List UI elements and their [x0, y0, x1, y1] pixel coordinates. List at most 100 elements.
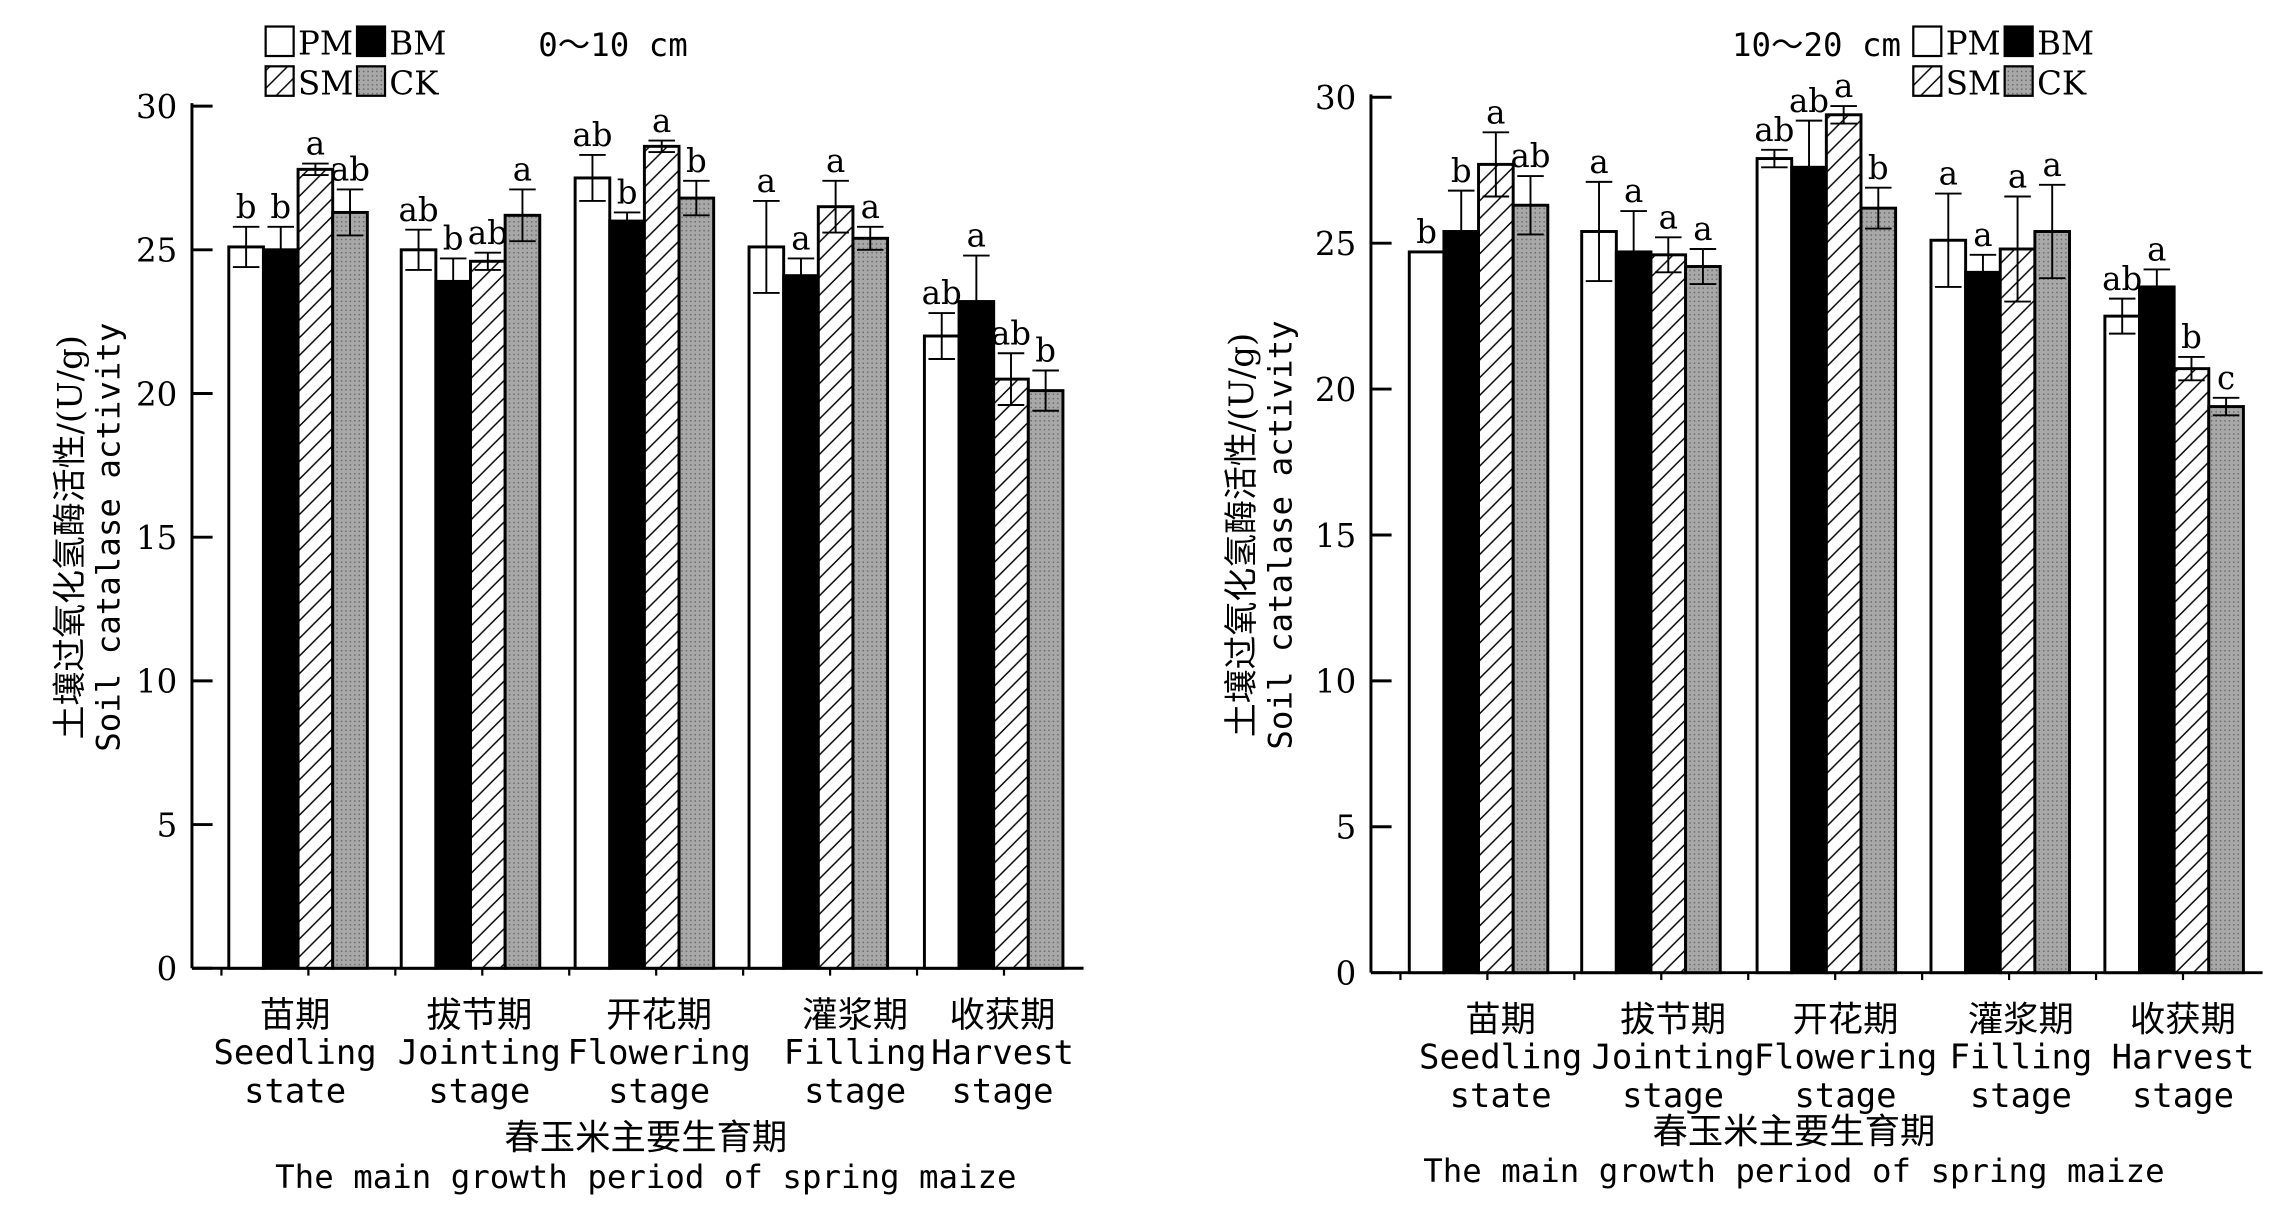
significance-letter: ab — [1789, 82, 1829, 120]
bar-pm — [573, 176, 612, 970]
significance-letter: b — [2181, 318, 2202, 356]
y-tick-label: 30 — [136, 88, 177, 126]
significance-letter: b — [443, 220, 464, 258]
y-tick-label: 30 — [1315, 79, 1356, 117]
category-label-cn: 开花期 — [606, 995, 712, 1036]
category-label-cn: 拔节期 — [426, 995, 532, 1036]
legend-swatch-ck — [2003, 65, 2034, 97]
y-axis-title-en: Soil catalase activity — [90, 323, 128, 752]
bar-pm — [1580, 230, 1618, 975]
significance-letter: ab — [468, 214, 508, 252]
bar-ck — [1859, 206, 1898, 975]
y-tick-label: 15 — [1315, 517, 1356, 555]
legend-swatch-ck — [355, 65, 387, 97]
category-label-en: state — [244, 1071, 346, 1110]
significance-letter: ab — [399, 191, 439, 229]
category-label-en: stage — [1970, 1076, 2072, 1115]
bar-ck — [2207, 405, 2245, 975]
bar-ck — [1026, 389, 1065, 970]
y-axis-title-cn: 土壤过氧化氢酶活性/(U/g) — [1222, 333, 1261, 737]
significance-letter: b — [1035, 332, 1056, 370]
category-label-en: state — [1450, 1076, 1552, 1115]
bar-sm — [2172, 367, 2211, 975]
bar-pm — [1407, 250, 1446, 975]
significance-letter: a — [1973, 216, 1992, 254]
legend: PM BM SM CK — [264, 25, 446, 102]
bar-sm — [1649, 253, 1688, 975]
bar-bm — [782, 274, 820, 970]
bar-sm — [296, 167, 335, 970]
significance-letter: a — [1589, 143, 1608, 181]
legend-swatch-pm — [264, 25, 295, 58]
category-label-en: Harvest — [2112, 1037, 2255, 1076]
y-tick-label: 25 — [136, 232, 177, 270]
category-label-en: stage — [1795, 1076, 1897, 1115]
y-tick-label: 0 — [1336, 954, 1357, 992]
depth-title: 10～20 cm — [1732, 26, 1901, 64]
significance-letter: b — [1416, 213, 1437, 251]
legend-label-bm: BM — [389, 25, 446, 63]
legend-swatch-bm — [355, 25, 387, 58]
significance-letter: a — [1659, 198, 1678, 236]
bar-bm — [261, 248, 300, 970]
bar-bm — [608, 219, 646, 970]
bar-bm — [1614, 250, 1653, 975]
legend-label-pm: PM — [1946, 25, 2001, 63]
significance-letter: a — [2043, 146, 2062, 184]
bar-sm — [642, 144, 681, 970]
bar-bm — [434, 279, 472, 970]
y-axis-title-cn: 土壤过氧化氢酶活性/(U/g) — [50, 335, 89, 739]
significance-letter: a — [1834, 67, 1853, 105]
significance-letter: a — [861, 188, 880, 226]
significance-letter: a — [2147, 231, 2166, 269]
y-axis-title-en: Soil catalase activity — [1261, 320, 1299, 749]
significance-letter: ab — [922, 274, 962, 312]
category-label-en: Jointing — [1591, 1037, 1754, 1076]
x-axis-title-cn: 春玉米主要生育期 — [1652, 1112, 1935, 1153]
legend-label-ck: CK — [2037, 64, 2087, 102]
significance-letter: ab — [991, 314, 1031, 352]
bar-bm — [1442, 230, 1481, 975]
bar-sm — [1998, 247, 2037, 975]
legend-swatch-sm — [1912, 65, 1943, 97]
y-tick-label: 10 — [136, 663, 177, 701]
legend: PM BM SM CK — [1912, 25, 2094, 102]
category-label-cn: 苗期 — [1465, 1000, 1536, 1041]
category-label-cn: 开花期 — [1792, 1000, 1898, 1041]
category-label-cn: 灌浆期 — [802, 995, 908, 1036]
significance-letter: ab — [1754, 111, 1794, 149]
significance-letter: a — [306, 125, 325, 163]
category-label-en: Flowering — [567, 1033, 751, 1072]
bar-bm — [957, 300, 996, 970]
significance-letter: c — [2217, 359, 2235, 397]
category-label-en: stage — [2132, 1076, 2234, 1115]
legend-swatch-sm — [264, 65, 295, 97]
significance-letter: b — [617, 174, 638, 212]
y-tick-label: 20 — [136, 375, 177, 413]
significance-letter: b — [236, 188, 257, 226]
significance-letter: a — [652, 102, 671, 140]
bar-ck — [1511, 203, 1550, 975]
category-label-en: Filling — [1949, 1037, 2092, 1076]
category-label-en: stage — [428, 1071, 530, 1110]
significance-letter: a — [2008, 158, 2027, 196]
significance-letter: a — [513, 151, 532, 189]
bar-pm — [399, 248, 438, 970]
bar-sm — [816, 205, 855, 970]
category-label-en: Flowering — [1754, 1037, 1938, 1076]
legend-label-sm: SM — [298, 64, 353, 102]
bar-sm — [469, 259, 507, 970]
significance-letter: a — [1693, 210, 1712, 248]
y-tick-label: 10 — [1315, 663, 1356, 701]
category-label-en: stage — [804, 1071, 906, 1110]
category-label-en: Harvest — [931, 1033, 1074, 1072]
bar-sm — [992, 377, 1030, 970]
category-label-en: stage — [608, 1071, 710, 1110]
significance-letter: a — [791, 220, 810, 258]
legend-swatch-pm — [1912, 25, 1943, 58]
significance-letter: b — [270, 188, 291, 226]
y-tick-label: 25 — [1315, 225, 1356, 263]
significance-letter: b — [1868, 149, 1889, 187]
